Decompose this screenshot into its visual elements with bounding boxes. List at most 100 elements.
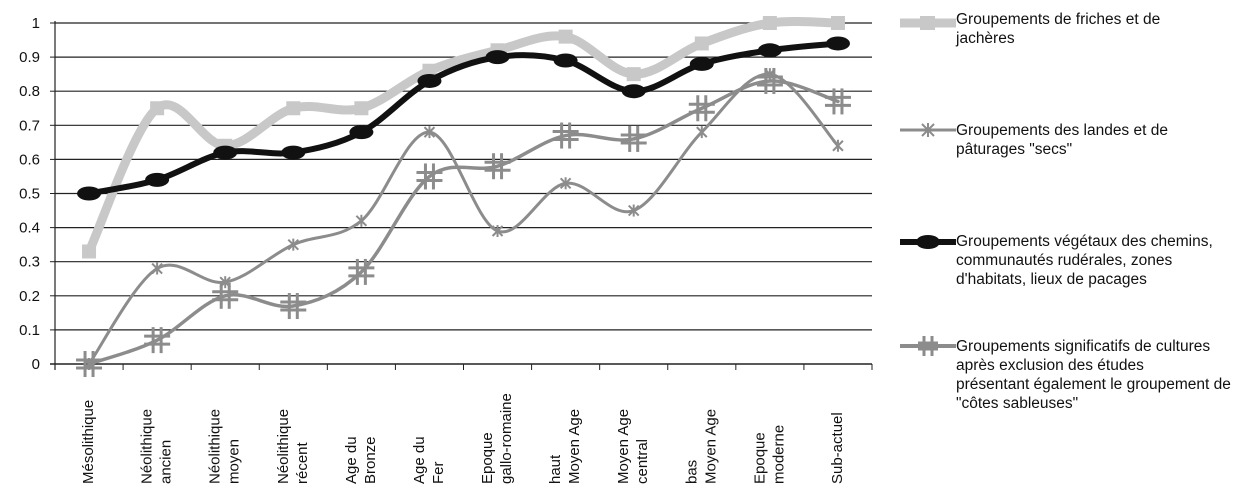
x-tick-label: central	[634, 439, 651, 484]
legend-label-line: "côtes sableuses"	[956, 395, 1079, 412]
x-tick-label: Néolithique	[207, 409, 224, 484]
legend-label-line: après exclusion des études	[956, 357, 1144, 374]
legend-label-line: d'habitats, lieux de pacages	[956, 271, 1147, 288]
series-3	[76, 67, 851, 377]
data-point	[349, 125, 374, 140]
data-point	[824, 88, 851, 115]
x-tick-label: Fer	[430, 461, 447, 484]
data-point	[212, 282, 239, 309]
data-point	[145, 172, 170, 187]
y-tick-label: 0.2	[19, 288, 40, 305]
x-tick-label: Age du	[411, 436, 428, 484]
y-tick-label: 0.1	[19, 322, 40, 339]
x-tick-label: Sub-actuel	[829, 412, 846, 484]
data-point	[559, 177, 572, 190]
x-tick-label: Epoque	[479, 432, 496, 484]
x-tick-label: Epoque	[751, 432, 768, 484]
data-point	[689, 56, 714, 71]
data-point	[825, 36, 850, 51]
data-point	[355, 214, 368, 227]
x-tick-label: ancien	[158, 440, 175, 484]
x-tick-label: Moyen Age	[702, 409, 719, 484]
series-line	[86, 40, 841, 197]
legend-label-line: communautés rudérales, zones	[956, 252, 1173, 269]
data-point	[626, 67, 641, 82]
legend-label-line: Groupements des landes et de	[956, 122, 1168, 139]
data-point	[484, 153, 511, 180]
data-point	[558, 29, 573, 44]
data-point	[422, 63, 437, 78]
data-point	[213, 145, 238, 160]
x-tick-label: Néolithique	[139, 409, 156, 484]
x-tick-label: moyen	[226, 439, 243, 484]
series-line	[87, 79, 840, 366]
series-lines	[76, 16, 851, 377]
data-point	[281, 145, 306, 160]
data-point	[757, 43, 782, 58]
data-point	[76, 351, 103, 377]
x-tick-label: Moyen Age	[566, 409, 583, 484]
data-point	[832, 139, 844, 152]
legend-swatch-landes	[900, 119, 956, 141]
data-point	[553, 53, 578, 68]
legend-swatch-chemins	[900, 231, 956, 253]
y-tick-label: 0.4	[19, 220, 40, 237]
x-tick-label: haut	[547, 454, 564, 484]
data-point	[830, 16, 845, 30]
data-point	[485, 50, 510, 65]
data-point	[694, 36, 709, 51]
x-tick-label: Moyen Age	[615, 409, 632, 484]
data-point	[354, 101, 369, 116]
y-tick-label: 0.5	[19, 186, 40, 203]
data-point	[417, 73, 442, 88]
x-tick-label: Néolithique	[275, 409, 292, 484]
data-point	[416, 163, 443, 190]
data-point	[77, 186, 102, 201]
series-2	[77, 36, 850, 201]
legend-label-line: présentant également le groupement de	[956, 376, 1231, 393]
legend-label-line: Groupements significatifs de cultures	[956, 338, 1211, 355]
data-point	[762, 16, 777, 30]
line-chart: 0 0.1 0.2 0.3 0.4 0.5 0.6 0.7 0.8 0.9 1 Mésolithiq…	[19, 15, 873, 484]
x-tick-label: Mésolithique	[80, 400, 97, 484]
y-tick-label: 0.6	[19, 151, 40, 168]
x-tick-label: moderne	[770, 425, 787, 484]
data-point	[621, 84, 646, 99]
x-tick-label: Bronze	[362, 436, 379, 484]
data-point	[423, 126, 436, 139]
data-point	[628, 204, 640, 217]
data-point	[620, 125, 647, 152]
legend-label-line: jachères	[956, 30, 1015, 47]
legend-swatch-cultures	[900, 335, 956, 357]
y-tick-label: 0	[32, 356, 40, 373]
y-tick-labels: 0 0.1 0.2 0.3 0.4 0.5 0.6 0.7 0.8 0.9 1	[19, 15, 40, 373]
data-point	[688, 95, 715, 122]
x-tick-label: Age du	[343, 436, 360, 484]
data-point	[287, 238, 299, 251]
data-point	[756, 67, 783, 94]
y-tick-label: 0.7	[19, 117, 40, 134]
legend-swatch-friches	[900, 12, 956, 34]
series-0	[82, 16, 845, 259]
data-point	[491, 225, 504, 238]
legend: Groupements de friches et de jachères Gr…	[900, 0, 1247, 488]
data-point	[286, 101, 301, 116]
data-point	[552, 122, 579, 149]
data-point	[151, 262, 163, 275]
data-point	[280, 293, 307, 320]
data-point	[150, 101, 165, 116]
x-tick-label: récent	[294, 441, 311, 484]
y-tick-label: 0.8	[19, 83, 40, 100]
data-point	[696, 126, 708, 139]
y-tick-label: 0.9	[19, 49, 40, 66]
y-tick-label: 0.3	[19, 254, 40, 271]
legend-label-line: Groupements de friches et de	[956, 11, 1161, 28]
axes	[50, 21, 873, 370]
data-point	[82, 244, 97, 259]
data-point	[348, 258, 375, 285]
x-tick-label: gallo-romaine	[498, 393, 515, 484]
legend-label-line: Groupements végétaux des chemins,	[956, 233, 1213, 250]
x-tick-labels: Mésolithique Néolithique ancien Néolithique…	[80, 393, 846, 484]
data-point	[144, 327, 171, 354]
series-1	[83, 68, 844, 370]
